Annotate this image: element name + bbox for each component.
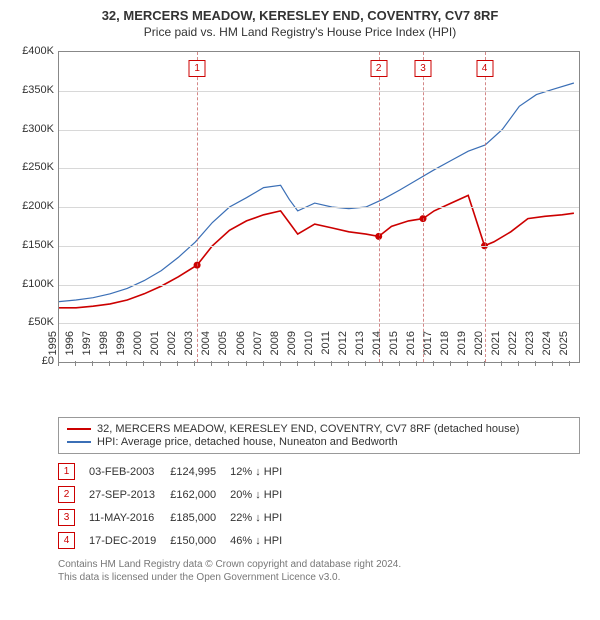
sale-delta: 46% ↓ HPI xyxy=(230,529,296,552)
sale-vline xyxy=(197,52,198,362)
x-axis-label: 2001 xyxy=(147,331,161,365)
sales-row: 227-SEP-2013£162,00020% ↓ HPI xyxy=(58,483,296,506)
grid-line xyxy=(59,207,579,208)
x-axis-label: 1995 xyxy=(45,331,59,365)
x-axis-label: 2007 xyxy=(250,331,264,365)
chart-footer: Contains HM Land Registry data © Crown c… xyxy=(58,558,580,584)
sale-price: £185,000 xyxy=(170,506,230,529)
y-axis-label: £100K xyxy=(10,278,54,290)
sale-price: £150,000 xyxy=(170,529,230,552)
x-axis-label: 2024 xyxy=(539,331,553,365)
chart-container: 32, MERCERS MEADOW, KERESLEY END, COVENT… xyxy=(0,0,600,620)
plot-area: 1 2 3 4 xyxy=(58,51,580,363)
chart-title: 32, MERCERS MEADOW, KERESLEY END, COVENT… xyxy=(10,8,590,23)
sale-date: 11-MAY-2016 xyxy=(89,506,170,529)
x-axis-label: 2000 xyxy=(130,331,144,365)
sales-row: 417-DEC-2019£150,00046% ↓ HPI xyxy=(58,529,296,552)
series-subject xyxy=(59,195,574,307)
x-axis-label: 2017 xyxy=(420,331,434,365)
x-axis-label: 1999 xyxy=(113,331,127,365)
legend-swatch-hpi xyxy=(67,441,91,443)
sale-marker: 2 xyxy=(370,60,387,77)
grid-line xyxy=(59,246,579,247)
sale-delta: 22% ↓ HPI xyxy=(230,506,296,529)
sale-marker: 4 xyxy=(476,60,493,77)
x-axis-label: 1998 xyxy=(96,331,110,365)
legend-item-hpi: HPI: Average price, detached house, Nune… xyxy=(67,436,571,448)
grid-line xyxy=(59,168,579,169)
x-axis-label: 2013 xyxy=(352,331,366,365)
sale-index: 4 xyxy=(58,529,89,552)
sale-vline xyxy=(379,52,380,362)
x-axis-label: 2021 xyxy=(488,331,502,365)
title-block: 32, MERCERS MEADOW, KERESLEY END, COVENT… xyxy=(10,8,590,39)
x-axis-label: 2010 xyxy=(301,331,315,365)
x-axis-label: 2016 xyxy=(403,331,417,365)
x-axis-label: 2008 xyxy=(267,331,281,365)
sale-delta: 20% ↓ HPI xyxy=(230,483,296,506)
sale-marker: 3 xyxy=(415,60,432,77)
x-axis-label: 2019 xyxy=(454,331,468,365)
x-axis-label: 2003 xyxy=(181,331,195,365)
grid-line xyxy=(59,91,579,92)
chart-subtitle: Price paid vs. HM Land Registry's House … xyxy=(10,25,590,39)
sale-date: 27-SEP-2013 xyxy=(89,483,170,506)
x-axis-label: 1996 xyxy=(62,331,76,365)
x-axis-label: 2005 xyxy=(215,331,229,365)
footer-line-1: Contains HM Land Registry data © Crown c… xyxy=(58,558,580,571)
x-axis-label: 2006 xyxy=(233,331,247,365)
x-axis-label: 2004 xyxy=(198,331,212,365)
x-axis-label: 1997 xyxy=(79,331,93,365)
y-axis-label: £200K xyxy=(10,200,54,212)
footer-line-2: This data is licensed under the Open Gov… xyxy=(58,571,580,584)
x-axis-label: 2002 xyxy=(164,331,178,365)
grid-line xyxy=(59,285,579,286)
x-axis-label: 2011 xyxy=(318,331,332,365)
y-axis-label: £150K xyxy=(10,239,54,251)
x-axis-label: 2023 xyxy=(522,331,536,365)
chart-outer: 1234 £0£50K£100K£150K£200K£250K£300K£350… xyxy=(10,45,590,415)
sale-price: £124,995 xyxy=(170,460,230,483)
y-axis-label: £300K xyxy=(10,123,54,135)
x-axis-label: 2022 xyxy=(505,331,519,365)
grid-line xyxy=(59,130,579,131)
sale-index: 1 xyxy=(58,460,89,483)
sale-index: 2 xyxy=(58,483,89,506)
x-axis-label: 2018 xyxy=(437,331,451,365)
sale-price: £162,000 xyxy=(170,483,230,506)
y-axis-label: £250K xyxy=(10,161,54,173)
sale-vline xyxy=(423,52,424,362)
legend: 32, MERCERS MEADOW, KERESLEY END, COVENT… xyxy=(58,417,580,454)
sale-date: 17-DEC-2019 xyxy=(89,529,170,552)
sales-table: 103-FEB-2003£124,99512% ↓ HPI227-SEP-201… xyxy=(58,460,296,552)
sale-vline xyxy=(485,52,486,362)
sales-row: 103-FEB-2003£124,99512% ↓ HPI xyxy=(58,460,296,483)
x-axis-label: 2020 xyxy=(471,331,485,365)
x-axis-label: 2025 xyxy=(556,331,570,365)
legend-item-subject: 32, MERCERS MEADOW, KERESLEY END, COVENT… xyxy=(67,423,571,435)
x-axis-label: 2014 xyxy=(369,331,383,365)
y-axis-label: £50K xyxy=(10,316,54,328)
legend-swatch-subject xyxy=(67,428,91,430)
legend-label-subject: 32, MERCERS MEADOW, KERESLEY END, COVENT… xyxy=(97,423,519,435)
sales-row: 311-MAY-2016£185,00022% ↓ HPI xyxy=(58,506,296,529)
legend-label-hpi: HPI: Average price, detached house, Nune… xyxy=(97,436,398,448)
x-axis-label: 2012 xyxy=(335,331,349,365)
x-axis-label: 2009 xyxy=(284,331,298,365)
y-axis-label: £350K xyxy=(10,84,54,96)
grid-line xyxy=(59,323,579,324)
series-hpi xyxy=(59,83,574,302)
sale-marker: 1 xyxy=(189,60,206,77)
sale-delta: 12% ↓ HPI xyxy=(230,460,296,483)
y-axis-label: £400K xyxy=(10,45,54,57)
x-axis-label: 2015 xyxy=(386,331,400,365)
sale-index: 3 xyxy=(58,506,89,529)
sale-date: 03-FEB-2003 xyxy=(89,460,170,483)
